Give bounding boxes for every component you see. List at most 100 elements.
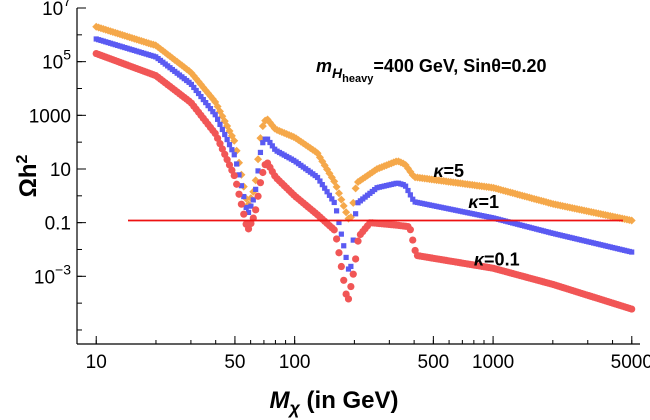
data-point bbox=[314, 174, 321, 181]
x-axis-ticks: 10 50 100 500 1000 5000 bbox=[86, 336, 650, 373]
x-tick-label: 500 bbox=[418, 352, 450, 373]
data-point bbox=[252, 206, 260, 214]
data-point bbox=[212, 112, 218, 118]
data-point bbox=[236, 172, 242, 178]
data-point bbox=[217, 121, 223, 128]
data-point bbox=[353, 211, 359, 217]
data-point bbox=[233, 180, 241, 188]
data-point bbox=[322, 185, 328, 191]
data-point bbox=[347, 282, 355, 291]
data-point bbox=[219, 126, 225, 133]
data-point bbox=[241, 193, 247, 200]
data-point bbox=[335, 249, 343, 257]
data-point bbox=[354, 237, 362, 245]
data-point bbox=[237, 200, 245, 208]
data-point bbox=[257, 149, 264, 156]
series-1 bbox=[92, 22, 636, 225]
data-point bbox=[224, 136, 230, 143]
data-point bbox=[332, 235, 341, 243]
data-point bbox=[627, 216, 636, 225]
data-point bbox=[193, 87, 199, 94]
data-point bbox=[405, 187, 411, 194]
series-2 bbox=[93, 36, 635, 272]
data-point bbox=[348, 263, 354, 270]
data-point bbox=[346, 213, 355, 222]
data-point bbox=[235, 190, 243, 198]
data-point bbox=[349, 270, 357, 278]
x-tick-label: 5000 bbox=[611, 352, 650, 373]
data-point bbox=[628, 305, 636, 313]
data-point bbox=[264, 136, 271, 142]
data-point bbox=[409, 236, 417, 244]
data-point bbox=[343, 254, 349, 261]
data-point bbox=[240, 210, 248, 218]
data-point bbox=[352, 255, 360, 263]
series-label-3: κ=0.1 bbox=[474, 250, 520, 270]
y-tick-label: 10 bbox=[50, 160, 71, 181]
data-point bbox=[250, 197, 256, 203]
data-point bbox=[248, 203, 254, 209]
data-point bbox=[214, 116, 221, 122]
y-axis-ticks: 107 105 1000 10 0.1 10−3 bbox=[29, 0, 86, 331]
x-axis-label: Mχ (in GeV) bbox=[269, 387, 398, 418]
data-point bbox=[333, 208, 340, 214]
data-point bbox=[337, 262, 345, 271]
series-label-1: κ=5 bbox=[433, 161, 464, 181]
y-tick-label: 10−3 bbox=[34, 261, 71, 288]
data-point bbox=[407, 192, 413, 198]
y-axis-label: Ωh2 bbox=[14, 155, 42, 198]
data-point bbox=[203, 100, 209, 106]
data-point bbox=[349, 198, 358, 207]
data-point bbox=[330, 226, 338, 234]
data-point bbox=[403, 183, 409, 189]
data-point bbox=[200, 96, 206, 103]
data-point bbox=[255, 168, 261, 174]
data-point bbox=[334, 189, 343, 198]
data-point bbox=[254, 155, 263, 164]
data-point bbox=[243, 204, 249, 211]
data-point bbox=[336, 219, 342, 226]
data-point bbox=[195, 90, 202, 97]
series-labels: κ=5κ=1 κ=0.1 bbox=[433, 161, 519, 270]
data-point bbox=[406, 226, 414, 234]
y-tick-label: 0.1 bbox=[45, 214, 71, 235]
data-point bbox=[332, 182, 341, 191]
data-point bbox=[191, 84, 197, 91]
parameters-annotation: mHheavy=400 GeV, Sinθ=0.20 bbox=[316, 56, 547, 85]
y-tick-label: 107 bbox=[42, 0, 71, 20]
data-point bbox=[256, 179, 265, 187]
data-point bbox=[326, 192, 333, 198]
series-label-2: κ=1 bbox=[468, 192, 499, 212]
data-point bbox=[345, 266, 352, 272]
data-point bbox=[222, 131, 228, 138]
data-point bbox=[331, 199, 337, 206]
data-point bbox=[244, 225, 253, 233]
data-point bbox=[341, 243, 347, 249]
data-point bbox=[344, 295, 353, 303]
data-point bbox=[173, 57, 182, 66]
data-point bbox=[342, 208, 351, 217]
y-tick-label: 105 bbox=[42, 47, 71, 74]
data-point bbox=[245, 209, 252, 216]
data-point bbox=[317, 178, 323, 184]
data-point bbox=[269, 143, 275, 149]
data-point bbox=[205, 103, 211, 109]
data-point bbox=[230, 136, 239, 145]
data-point bbox=[337, 195, 346, 204]
data-point bbox=[339, 201, 348, 210]
data-point bbox=[231, 152, 237, 158]
data-point bbox=[338, 231, 344, 237]
data-point bbox=[629, 249, 635, 255]
data-point bbox=[319, 182, 325, 188]
data-point bbox=[350, 237, 356, 243]
data-point bbox=[267, 139, 273, 146]
data-point bbox=[230, 171, 238, 180]
data-point bbox=[238, 183, 244, 189]
y-tick-label: 1000 bbox=[29, 106, 71, 127]
x-tick-label: 1000 bbox=[472, 352, 514, 373]
x-tick-label: 10 bbox=[86, 352, 107, 373]
data-point bbox=[198, 93, 204, 100]
series-layer bbox=[92, 22, 636, 313]
x-tick-label: 100 bbox=[279, 352, 311, 373]
